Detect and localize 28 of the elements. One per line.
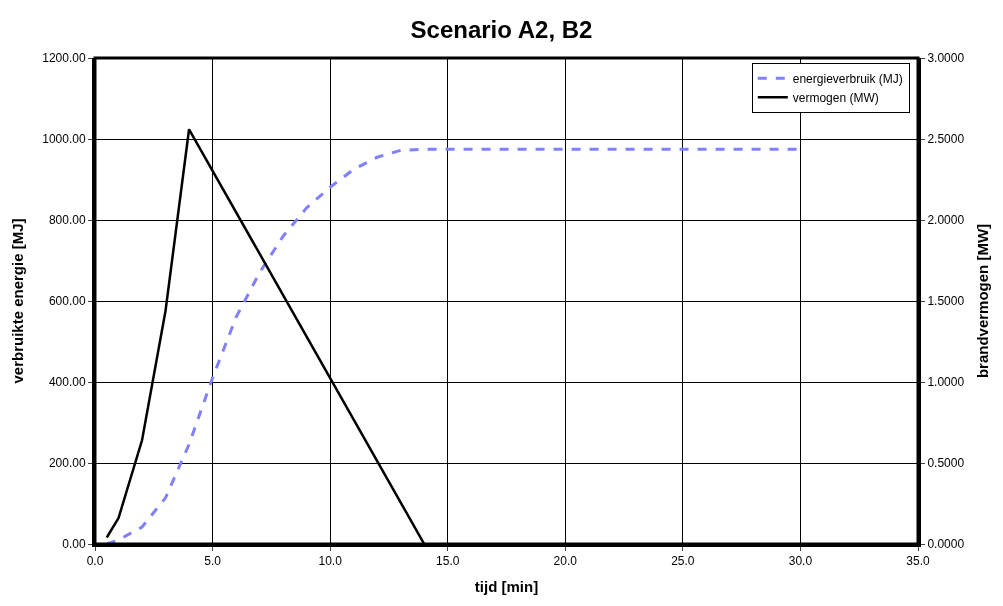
y2-tick-label: 0.0000 xyxy=(927,537,965,552)
x-tick-label: 30.0 xyxy=(788,554,813,569)
x-axis-title: tijd [min] xyxy=(474,578,539,596)
y-tick-label: 0.00 xyxy=(62,537,86,552)
legend-label: vermogen (MW) xyxy=(792,91,879,106)
x-tick-label: 35.0 xyxy=(906,554,930,569)
y2-tick-label: 1.0000 xyxy=(927,375,965,390)
y2-axis-title: brandvermogen [MW] xyxy=(974,223,992,379)
y-tick-label: 200.00 xyxy=(48,456,86,471)
y2-tick-label: 0.5000 xyxy=(927,456,965,471)
x-tick-label: 10.0 xyxy=(318,554,343,569)
x-tick-label: 5.0 xyxy=(204,554,222,569)
y-tick-label: 1000.00 xyxy=(42,132,86,147)
x-tick-label: 15.0 xyxy=(436,554,460,569)
x-tick-label: 0.0 xyxy=(86,554,104,569)
x-tick-label: 20.0 xyxy=(553,554,578,569)
y2-tick-label: 2.5000 xyxy=(927,132,965,147)
y-tick-label: 400.00 xyxy=(48,375,86,390)
y-tick-label: 1200.00 xyxy=(42,51,86,66)
y-axis-title: verbruikte energie [MJ] xyxy=(9,218,27,384)
x-tick-label: 25.0 xyxy=(671,554,695,569)
y2-tick-label: 2.0000 xyxy=(927,213,965,228)
y-tick-label: 600.00 xyxy=(48,294,86,309)
y2-tick-label: 1.5000 xyxy=(927,294,965,309)
y-tick-label: 800.00 xyxy=(48,213,86,228)
y2-tick-label: 3.0000 xyxy=(927,51,965,66)
legend-label: energieverbruik (MJ) xyxy=(792,72,903,87)
chart-title: Scenario A2, B2 xyxy=(410,16,593,44)
